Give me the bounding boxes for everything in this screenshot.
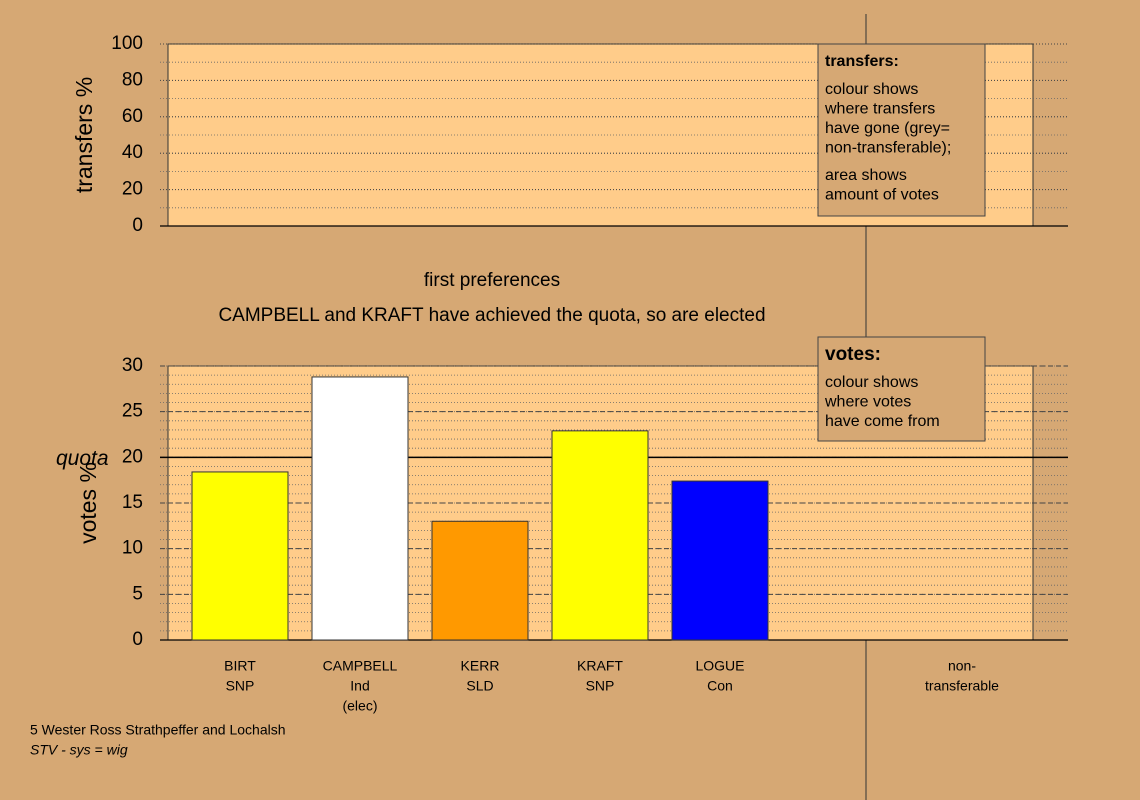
x-tick-label: BIRT (224, 658, 256, 674)
legend-text: colour shows (825, 81, 918, 98)
x-tick-label: CAMPBELL (323, 658, 398, 674)
bar (671, 480, 769, 641)
y-tick-label: 100 (111, 33, 143, 54)
y-tick-label: 0 (132, 215, 143, 236)
y-tick-label: 5 (132, 583, 143, 604)
legend-text: amount of votes (825, 187, 939, 204)
y-tick-label: 20 (122, 446, 143, 467)
chart-title: first preferences (424, 270, 560, 291)
quota-label: quota (56, 447, 109, 470)
bar (311, 376, 409, 641)
x-tick-label: Con (707, 678, 733, 694)
footer: STV - sys = wig (30, 742, 128, 758)
y-tick-label: 0 (132, 629, 143, 650)
x-tick-label: KRAFT (577, 658, 623, 674)
legend-text: colour shows (825, 374, 918, 391)
legend-box (817, 43, 986, 217)
legend-text: non-transferable); (825, 140, 951, 157)
x-tick-label: SNP (226, 678, 255, 694)
legend-box (817, 336, 986, 442)
legend-title: votes: (825, 344, 881, 365)
legend-text: area shows (825, 167, 907, 184)
footer: 5 Wester Ross Strathpeffer and Lochalsh (30, 722, 286, 738)
x-tick-label: Ind (350, 678, 369, 694)
y-axis-label: votes % (75, 462, 101, 544)
bar (551, 430, 649, 641)
legend-text: where transfers (824, 101, 935, 118)
bar (191, 471, 289, 641)
x-tick-label: non- (948, 658, 976, 674)
y-tick-label: 10 (122, 538, 143, 559)
x-tick-label: KERR (461, 658, 500, 674)
legend-title: transfers: (825, 53, 899, 70)
y-tick-label: 80 (122, 69, 143, 90)
y-axis-label: transfers % (71, 77, 97, 193)
bar (431, 520, 529, 641)
chart-subtitle: CAMPBELL and KRAFT have achieved the quo… (218, 305, 765, 326)
x-tick-label: SLD (466, 678, 493, 694)
y-tick-label: 15 (122, 492, 143, 513)
y-tick-label: 60 (122, 106, 143, 127)
y-tick-label: 30 (122, 355, 143, 376)
x-tick-label: (elec) (342, 698, 377, 714)
legend-text: where votes (824, 394, 911, 411)
legend-text: have come from (825, 413, 940, 430)
x-tick-label: transferable (925, 678, 999, 694)
legend-text: have gone (grey= (825, 120, 950, 137)
y-tick-label: 40 (122, 142, 143, 163)
x-tick-label: SNP (586, 678, 615, 694)
y-tick-label: 25 (122, 401, 143, 422)
y-tick-label: 20 (122, 179, 143, 200)
x-tick-label: LOGUE (695, 658, 744, 674)
